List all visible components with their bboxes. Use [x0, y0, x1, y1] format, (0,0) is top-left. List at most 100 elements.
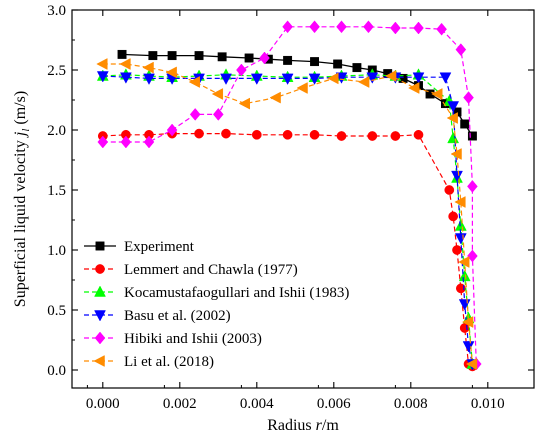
data-point — [412, 72, 425, 84]
data-point — [366, 72, 379, 84]
y-tick-label: 0.0 — [47, 363, 66, 379]
data-point — [431, 88, 443, 100]
legend-item: Kocamustafaogullari and Ishii (1983) — [84, 285, 349, 301]
series-4 — [96, 71, 479, 371]
plot-frame — [71, 9, 535, 389]
legend-label: Li et al. (2018) — [124, 354, 214, 370]
data-point — [309, 129, 320, 140]
data-point — [117, 49, 127, 59]
y-tick-label: 1.5 — [47, 183, 66, 199]
data-point — [333, 59, 343, 69]
legend-label: Lemmert and Chawla (1977) — [124, 262, 298, 278]
data-point — [221, 128, 231, 139]
data-point — [220, 73, 232, 85]
data-point — [336, 131, 347, 141]
data-point — [450, 148, 462, 160]
data-point — [385, 70, 397, 82]
legend-item: Experiment — [84, 239, 195, 255]
data-point — [308, 73, 321, 85]
x-tick-label: 0.010 — [471, 396, 505, 412]
data-point — [167, 51, 177, 61]
data-point — [244, 53, 254, 63]
data-point — [462, 341, 475, 353]
data-point — [447, 131, 460, 144]
data-point — [336, 20, 347, 34]
data-point — [211, 88, 224, 100]
data-point — [335, 72, 348, 84]
data-point — [463, 91, 474, 104]
data-point — [363, 20, 374, 34]
data-point — [142, 61, 154, 74]
y-axis-title: Superficial liquid velocity jl (m/s) — [12, 91, 32, 307]
data-point — [444, 185, 455, 195]
legend-item: Li et al. (2018) — [84, 354, 214, 370]
data-point — [454, 233, 467, 245]
legend-label: Basu et al. (2002) — [124, 308, 231, 324]
x-tick-label: 0.008 — [394, 396, 428, 412]
data-point — [283, 55, 293, 65]
data-point — [467, 249, 478, 263]
data-point — [448, 211, 458, 222]
legend-item: Basu et al. (2002) — [84, 308, 231, 324]
axes-layer: 0.000 0.002 0.004 0.006 0.008 0.010 0.0 0.5 1.0 1… — [47, 3, 534, 412]
x-tick-label: 0.000 — [86, 396, 120, 412]
data-point — [282, 20, 293, 34]
x-tick-label: 0.002 — [163, 396, 197, 412]
y-tick-label: 2.0 — [47, 123, 66, 139]
legend-marker — [94, 310, 106, 322]
data-point — [390, 21, 401, 35]
legend-marker — [94, 331, 106, 345]
data-point — [120, 135, 132, 149]
data-point — [458, 269, 471, 282]
data-point — [96, 71, 109, 83]
data-point — [327, 72, 339, 85]
y-tick-label: 0.5 — [47, 303, 66, 319]
x-axis-title: Radius r/m — [267, 417, 339, 434]
series-5 — [97, 20, 482, 371]
data-point — [310, 57, 320, 67]
data-point — [451, 170, 463, 183]
data-point — [447, 101, 460, 113]
series-line — [121, 53, 473, 137]
data-point — [96, 58, 108, 70]
legend: Experiment Lemmert and Chawla (1977) Kocam… — [84, 239, 349, 370]
data-point — [458, 256, 470, 268]
legend-item: Hibiki and Ishii (2003) — [84, 331, 262, 347]
y-tick-label: 3.0 — [47, 3, 66, 19]
data-point — [467, 131, 477, 141]
data-point — [188, 76, 200, 88]
data-point — [119, 58, 131, 70]
data-point — [413, 21, 424, 35]
legend-marker — [95, 264, 105, 274]
data-point — [269, 91, 281, 104]
data-point — [238, 97, 250, 110]
data-point — [296, 82, 308, 94]
data-point — [408, 82, 420, 94]
data-point — [189, 108, 201, 121]
y-tick-label: 1.0 — [47, 243, 66, 259]
legend-label: Hibiki and Ishii (2003) — [124, 331, 262, 347]
data-point — [309, 20, 320, 34]
data-point — [460, 119, 470, 129]
legend-marker — [93, 355, 105, 367]
data-point — [251, 129, 262, 140]
data-point — [194, 51, 204, 61]
data-point — [458, 299, 471, 311]
series-layer — [96, 20, 482, 372]
data-point — [166, 123, 178, 137]
data-point — [467, 180, 478, 193]
legend-label: Kocamustafaogullari and Ishii (1983) — [124, 285, 349, 301]
legend-label: Experiment — [124, 239, 195, 255]
data-point — [390, 131, 401, 141]
data-point — [446, 112, 458, 124]
data-point — [250, 73, 263, 85]
data-point — [236, 63, 247, 77]
data-point — [413, 129, 424, 140]
series-line — [102, 26, 477, 365]
data-point — [97, 135, 109, 149]
data-point — [358, 76, 370, 88]
series-6 — [96, 58, 478, 370]
x-tick-label: 0.004 — [240, 396, 274, 412]
